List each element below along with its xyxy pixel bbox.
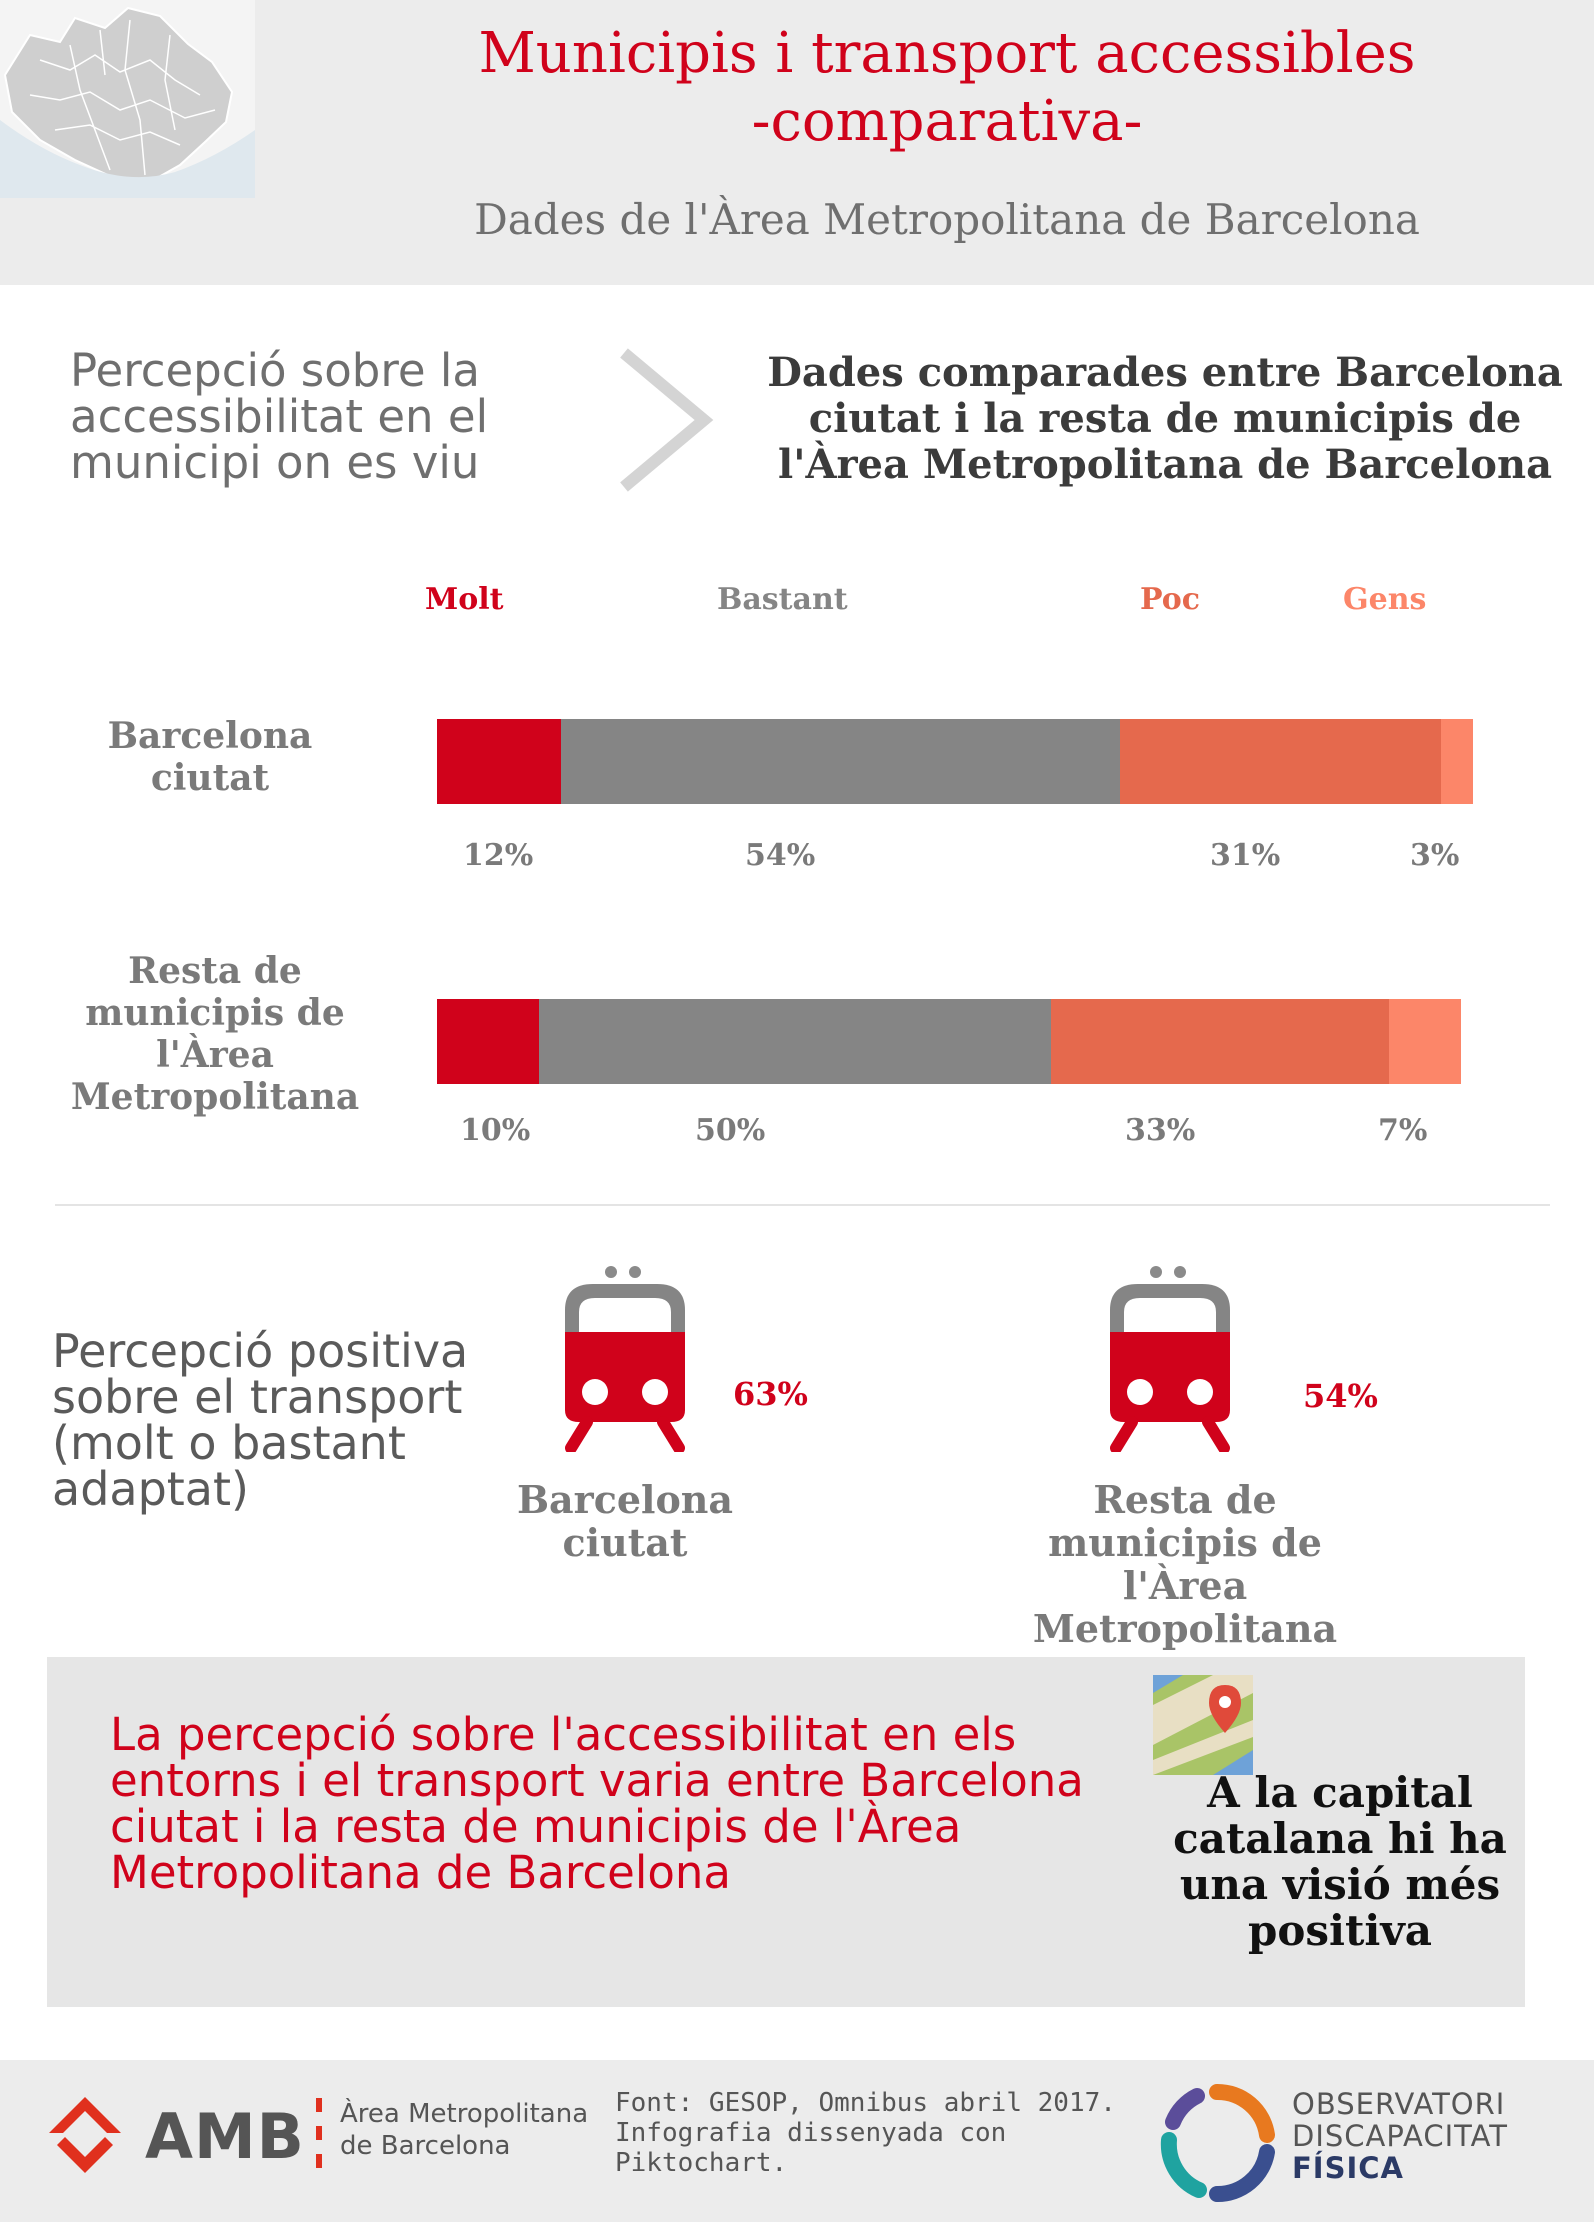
bar-row-resta — [437, 999, 1461, 1084]
conclusion-panel — [47, 1657, 1525, 2007]
transport-label-barcelona: Barcelona ciutat — [516, 1477, 734, 1565]
amb-name: Àrea Metropolitana de Barcelona — [340, 2098, 588, 2162]
page-title: Municipis i transport accessibles -compa… — [300, 20, 1594, 156]
train-icon — [1110, 1266, 1230, 1452]
legend-poc: Poc — [1140, 582, 1201, 617]
bar-segment-barcelona-bastant — [561, 719, 1120, 804]
amb-logo-text: AMB — [145, 2100, 305, 2173]
bar-row-barcelona — [437, 719, 1473, 804]
observatori-name: OBSERVATORI DISCAPACITAT FÍSICA — [1292, 2088, 1508, 2184]
data-label-resta-molt: 10% — [460, 1113, 531, 1148]
section-divider — [55, 1204, 1550, 1206]
observatori-line-3: FÍSICA — [1292, 2151, 1405, 2185]
transport-heading: Percepció positiva sobre el transport (m… — [52, 1324, 469, 1516]
observatori-logo-icon — [1160, 2083, 1275, 2203]
data-label-resta-poc: 33% — [1125, 1113, 1196, 1148]
bar-segment-resta-bastant — [539, 999, 1051, 1084]
transport-pct-barcelona: 63% — [733, 1375, 808, 1413]
observatori-line-2: DISCAPACITAT — [1292, 2119, 1508, 2153]
footer-bar — [0, 2060, 1594, 2222]
page-subtitle: Dades de l'Àrea Metropolitana de Barcelo… — [474, 195, 1420, 244]
data-label-barcelona-molt: 12% — [463, 838, 534, 873]
bar-segment-resta-molt — [437, 999, 539, 1084]
bar-segment-resta-gens — [1389, 999, 1461, 1084]
data-label-resta-gens: 7% — [1378, 1113, 1428, 1148]
row-label-barcelona: Barcelona ciutat — [107, 715, 313, 799]
bar-segment-resta-poc — [1051, 999, 1389, 1084]
source-note: Font: GESOP, Omnibus abril 2017. Infogra… — [615, 2088, 1116, 2178]
transport-pct-resta: 54% — [1303, 1377, 1378, 1415]
bar-segment-barcelona-molt — [437, 719, 561, 804]
bar-segment-barcelona-gens — [1441, 719, 1473, 804]
chevron-right-icon — [620, 348, 714, 492]
conclusion-highlight: A la capital catalana hi ha una visió mé… — [1173, 1768, 1507, 1955]
map-pin-icon — [1153, 1675, 1253, 1775]
amb-separator-icon — [316, 2098, 322, 2168]
conclusion-text: La percepció sobre l'accessibilitat en e… — [110, 1708, 1084, 1899]
title-line-2: -comparativa- — [751, 89, 1143, 154]
data-label-barcelona-poc: 31% — [1210, 838, 1281, 873]
intro-right-heading: Dades comparades entre Barcelona ciutat … — [767, 349, 1563, 488]
data-label-resta-bastant: 50% — [695, 1113, 766, 1148]
title-line-1: Municipis i transport accessibles — [478, 21, 1416, 86]
intro-left-text: Percepció sobre la accessibilitat en el … — [70, 344, 489, 489]
data-label-barcelona-bastant: 54% — [745, 838, 816, 873]
legend-bastant: Bastant — [717, 582, 848, 617]
legend-molt: Molt — [425, 582, 504, 617]
data-label-barcelona-gens: 3% — [1410, 838, 1460, 873]
train-icon — [565, 1266, 685, 1452]
amb-name-line-2: de Barcelona — [340, 2131, 511, 2161]
observatori-line-1: OBSERVATORI — [1292, 2087, 1506, 2121]
amb-name-line-1: Àrea Metropolitana — [340, 2099, 589, 2129]
transport-label-resta: Resta de municipis de l'Àrea Metropolita… — [1032, 1477, 1338, 1651]
bar-segment-barcelona-poc — [1120, 719, 1441, 804]
map-thumbnail — [0, 0, 255, 198]
legend-gens: Gens — [1343, 582, 1427, 617]
row-label-resta: Resta de municipis de l'Àrea Metropolita… — [70, 950, 360, 1118]
header-banner — [0, 0, 1594, 285]
amb-logo-icon — [49, 2097, 121, 2173]
